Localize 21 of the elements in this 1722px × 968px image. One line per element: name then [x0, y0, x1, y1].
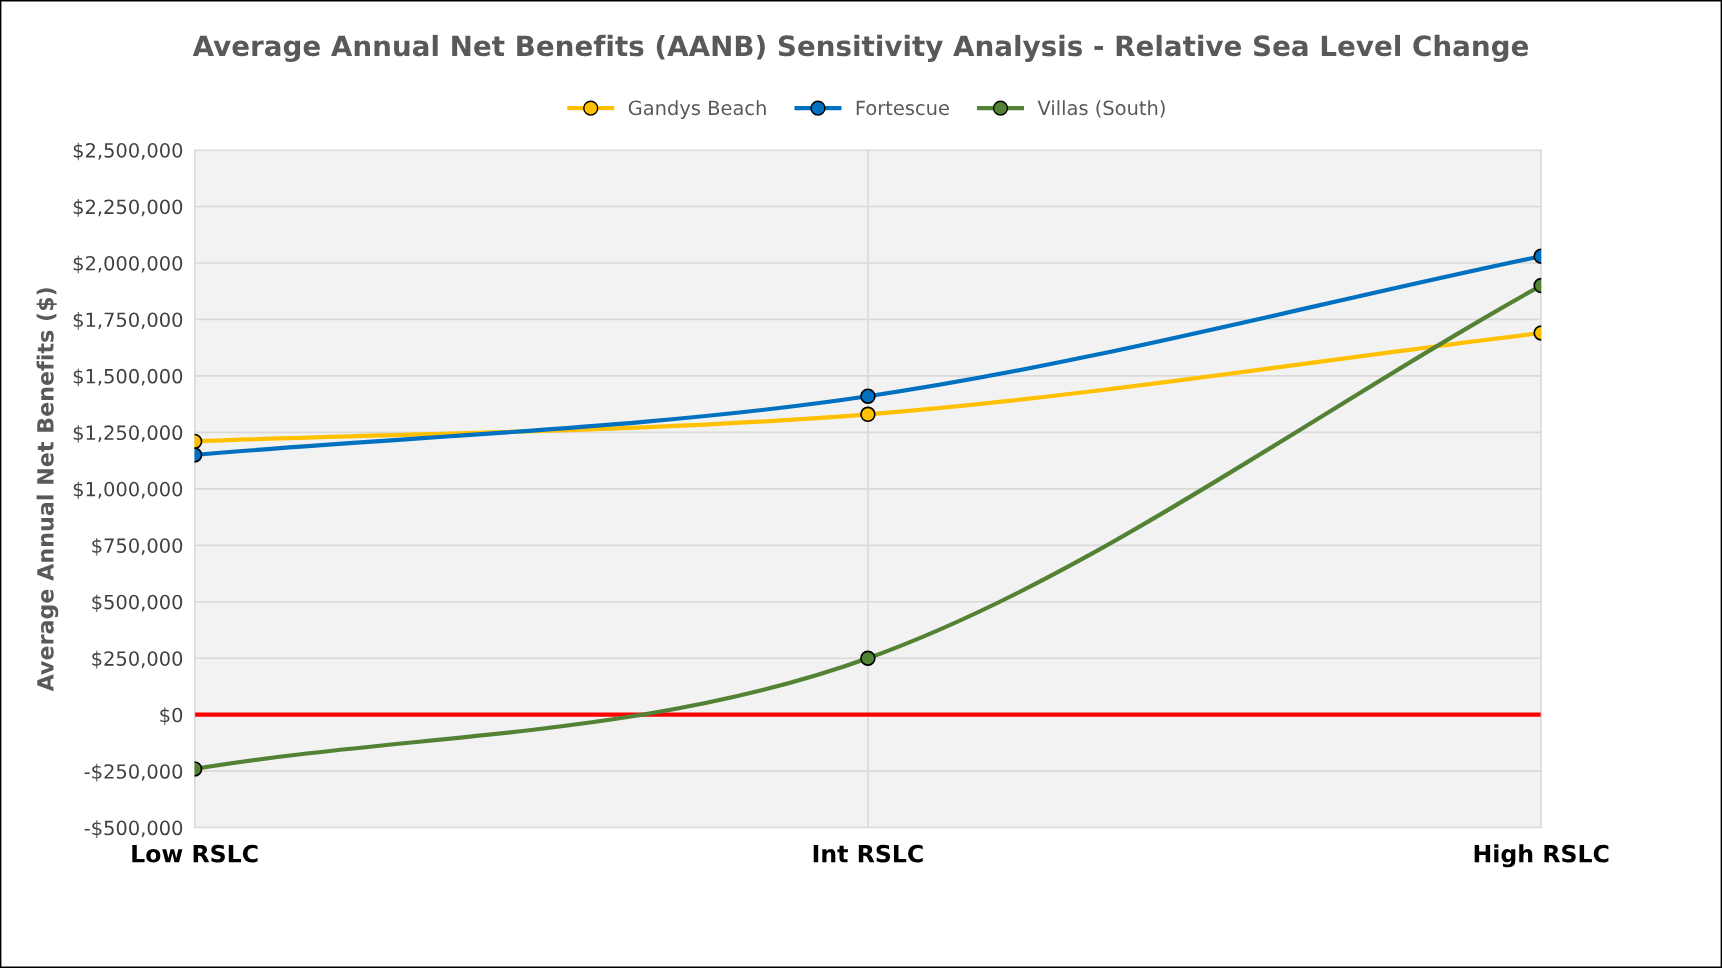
y-tick-label: $2,500,000: [73, 142, 183, 161]
x-tick-label: High RSLC: [1474, 844, 1609, 868]
y-tick-label: $750,000: [92, 537, 183, 556]
legend-label: Fortescue: [856, 100, 949, 116]
legend-label: Gandys Beach: [628, 100, 766, 119]
chart-title: Average Annual Net Benefits (AANB) Sensitivity Analysis - Relative Sea Level Change: [192, 34, 1529, 62]
y-tick-label: $1,500,000: [73, 368, 183, 387]
y-tick-label: $1,250,000: [73, 424, 183, 443]
y-tick-label: $1,750,000: [73, 312, 183, 330]
y-tick-label: -$500,000: [84, 820, 183, 838]
legend-label: Villas (South): [1037, 100, 1165, 118]
y-tick-label: $1,000,000: [73, 481, 183, 500]
y-tick-label: $250,000: [92, 650, 183, 669]
y-tick-label: $500,000: [92, 594, 183, 613]
y-tick-label: $0: [160, 707, 183, 725]
x-tick-label: Int RSLC: [813, 844, 923, 863]
x-tick-label: Low RSLC: [132, 844, 258, 863]
y-tick-label: $2,250,000: [73, 199, 183, 217]
y-tick-label: $2,000,000: [73, 255, 183, 274]
y-tick-label: -$250,000: [84, 763, 183, 782]
y-axis-title: Average Annual Net Benefits ($): [36, 288, 59, 692]
